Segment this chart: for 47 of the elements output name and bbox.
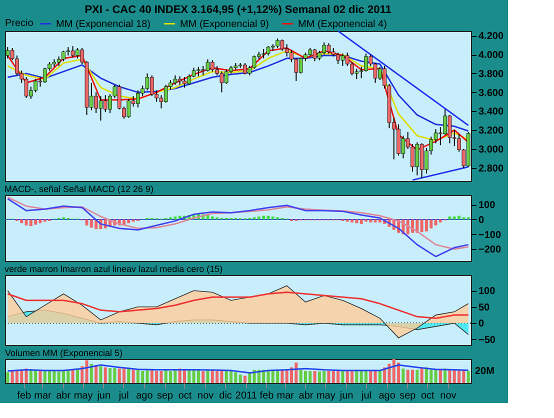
y-tick-label: 3.000 xyxy=(478,144,504,156)
y-tick-label: 2.800 xyxy=(478,163,504,174)
x-tick-label: ago xyxy=(136,390,154,402)
legend-label: MM (Exponencial 9) xyxy=(180,18,269,30)
x-tick-label: sep xyxy=(400,390,416,402)
x-tick-label: 2011 xyxy=(235,390,258,402)
x-tick-label: nov xyxy=(440,390,456,402)
y-tick-label: 3.800 xyxy=(478,68,504,80)
y-tick-label: 100 xyxy=(478,286,496,298)
text: 20M xyxy=(475,366,494,377)
y-tick-label: −50 xyxy=(478,334,496,346)
x-tick-label: mar xyxy=(276,390,295,402)
legend-label: MM (Exponencial 18) xyxy=(56,18,150,30)
y-tick-label: 4.000 xyxy=(478,50,504,62)
x-tick-label: jul xyxy=(360,390,372,402)
x-tick-label: oct xyxy=(178,390,192,402)
x-tick-label: jun xyxy=(96,390,111,402)
x-tick-label: abr xyxy=(298,390,314,402)
y-tick-label: 50 xyxy=(478,302,490,314)
y-tick-label: 0 xyxy=(478,318,484,330)
chart-title: PXI - CAC 40 INDEX 3.164,95 (+1,12%) Semanal 02 dic 2011 xyxy=(84,4,392,16)
x-tick-label: sep xyxy=(156,390,174,402)
y-tick-label: −100 xyxy=(478,230,502,241)
x-tick-label: nov xyxy=(198,390,214,402)
x-tick-label: mar xyxy=(34,390,52,402)
y-tick-label: 0 xyxy=(478,214,484,226)
legend-title: Precio xyxy=(5,18,34,29)
y-tick-label: 100 xyxy=(478,200,496,212)
x-tick-label: jul xyxy=(118,390,129,402)
x-tick-label: oct xyxy=(420,390,435,402)
y-tick-label: 3.600 xyxy=(478,88,504,99)
x-tick-label: feb xyxy=(260,390,274,402)
legend-label: MM (Exponencial 4) xyxy=(298,18,387,30)
x-tick-label: jun xyxy=(338,390,354,402)
chart-title: verde marron lmarron azul lineav lazul media cero (15) xyxy=(4,264,223,274)
x-tick-label: ago xyxy=(378,390,396,402)
y-tick-label: −200 xyxy=(478,244,502,256)
x-tick-label: may xyxy=(316,390,336,402)
x-tick-label: may xyxy=(74,390,93,402)
chart-title: MACD-, señal Señal MACD (12 26 9) xyxy=(4,184,154,194)
x-tick-label: dic xyxy=(219,390,232,402)
x-tick-label: abr xyxy=(56,390,72,402)
y-tick-label: 3.200 xyxy=(478,126,504,137)
y-tick-label: 4.200 xyxy=(478,31,504,42)
y-tick-label: 3.400 xyxy=(478,106,504,118)
x-tick-label: feb xyxy=(17,390,32,402)
chart-title: Volumen MM (Exponencial 5) xyxy=(5,348,123,358)
